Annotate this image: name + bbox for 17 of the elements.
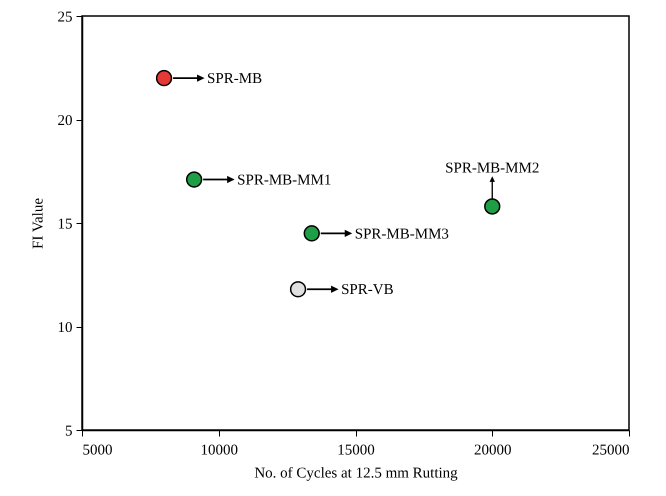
- annotation: SPR-VB: [341, 282, 394, 298]
- annotation: SPR-MB: [207, 71, 262, 88]
- x-tick-label: 10000: [200, 442, 238, 458]
- y-tick-label: 20: [58, 113, 72, 129]
- x-tick-label: 5000: [82, 442, 112, 458]
- y-tick-label: 10: [58, 320, 72, 336]
- x-axis-title: No. of Cycles at 12.5 mm Rutting: [254, 466, 458, 482]
- x-tick-label: 20000: [474, 442, 512, 458]
- annotation: SPR-MB-MM1: [237, 172, 332, 189]
- x-tick-label: 25000: [592, 442, 630, 458]
- y-tick-label: 5: [65, 424, 72, 440]
- annotation: SPR-MB-MM3: [354, 226, 449, 242]
- y-tick-label: 15: [58, 216, 72, 232]
- y-tick-label: 25: [58, 10, 72, 26]
- annotation: SPR-MB-MM2: [445, 160, 540, 176]
- y-axis-title: FI Value: [30, 198, 46, 249]
- x-tick-label: 15000: [337, 442, 375, 458]
